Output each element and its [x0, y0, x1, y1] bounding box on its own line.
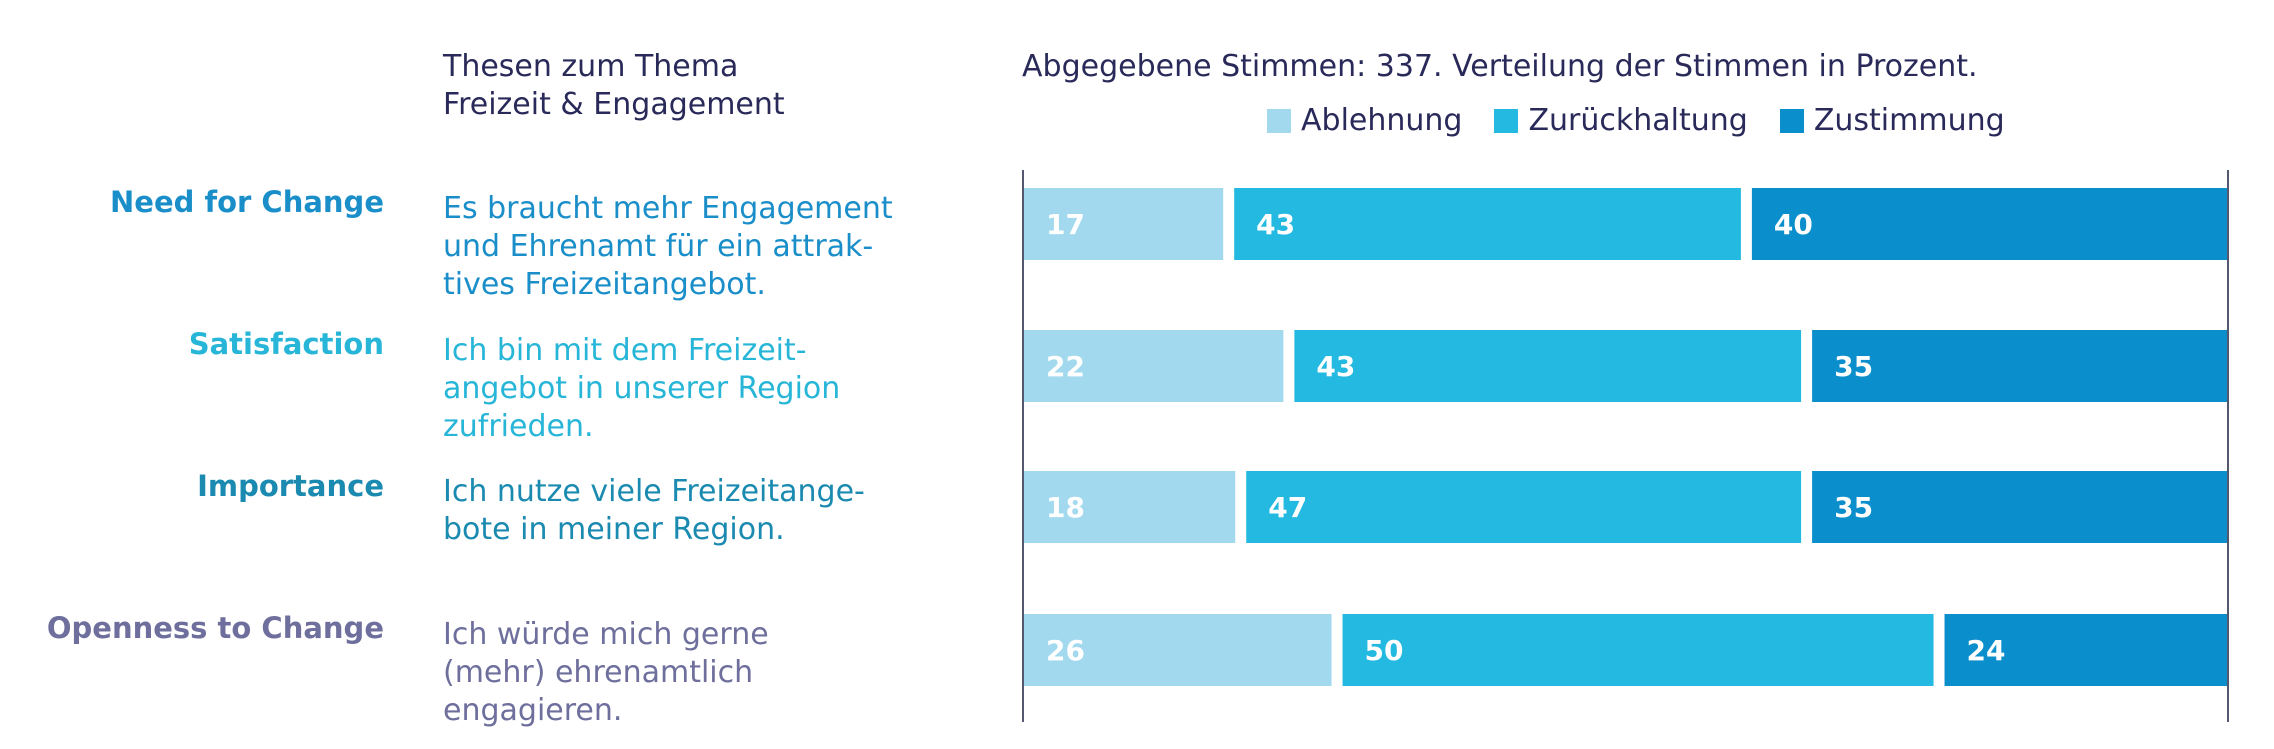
bar-value-label: 43 [1256, 208, 1295, 241]
row-text-line: Ich nutze viele Freizeitange- [443, 474, 865, 509]
bar-segment-ablehnung [1024, 471, 1236, 543]
bar-value-label: 50 [1365, 634, 1404, 667]
legend-swatch-zustimmung [1779, 108, 1804, 133]
row-text-line: und Ehrenamt für ein attrak- [443, 229, 874, 264]
chart-title: Abgegebene Stimmen: 337. Verteilung der … [1022, 49, 1978, 84]
bar-segment-zustimmung [1944, 614, 2228, 686]
bar-value-label: 47 [1268, 491, 1307, 524]
bar-segment-zurueckhaltung [1234, 188, 1741, 260]
row-text-line: Ich würde mich gerne [443, 617, 769, 652]
legend-swatch-zurueckhaltung [1494, 108, 1519, 133]
bar-value-label: 22 [1046, 350, 1085, 383]
row-text-line: tives Freizeitangebot. [443, 267, 766, 302]
bar-segment-ablehnung [1024, 330, 1284, 402]
bar-value-label: 26 [1046, 634, 1085, 667]
bar-value-label: 40 [1774, 208, 1813, 241]
row-text-need-for-change: Es braucht mehr Engagement und Ehrenamt … [443, 190, 923, 304]
row-label-openness-to-change: Openness to Change [46, 611, 384, 645]
row-text-line: zufrieden. [443, 409, 594, 444]
chart-legend: Ablehnung Zurückhaltung Zustimmung [1267, 103, 2037, 138]
legend-item-ablehnung: Ablehnung [1267, 103, 1462, 138]
bar-segment-zustimmung [1812, 471, 2228, 543]
row-label-satisfaction: Satisfaction [188, 327, 384, 361]
row-text-line: (mehr) ehrenamtlich [443, 655, 754, 690]
bars-group: 17 43 40 22 43 35 18 47 35 26 50 24 [1024, 188, 2228, 686]
theses-heading: Thesen zum Thema Freizeit & Engagement [443, 48, 785, 124]
bar-segment-zurueckhaltung [1246, 471, 1802, 543]
legend-label-zustimmung: Zustimmung [1813, 103, 2005, 138]
legend-swatch-ablehnung [1267, 108, 1291, 133]
theses-heading-line2: Freizeit & Engagement [443, 87, 785, 122]
legend-item-zustimmung: Zustimmung [1779, 103, 2005, 138]
bar-value-label: 17 [1046, 208, 1085, 241]
row-text-satisfaction: Ich bin mit dem Freizeit- angebot in uns… [443, 332, 923, 446]
row-label-need-for-change: Need for Change [110, 185, 384, 219]
legend-item-zurueckhaltung: Zurückhaltung [1494, 103, 1748, 138]
bar-segment-ablehnung [1024, 614, 1332, 686]
row-text-openness-to-change: Ich würde mich gerne (mehr) ehrenamtlich… [443, 616, 923, 730]
row-text-line: Es braucht mehr Engagement [443, 191, 893, 226]
bar-value-label: 43 [1316, 350, 1355, 383]
bar-segment-zustimmung [1751, 188, 2228, 260]
bar-value-label: 18 [1046, 491, 1085, 524]
row-text-line: Ich bin mit dem Freizeit- [443, 333, 807, 368]
bar-value-label: 24 [1967, 634, 2006, 667]
row-text-line: angebot in unserer Region [443, 371, 841, 406]
bar-segment-ablehnung [1024, 188, 1224, 260]
bar-segment-zurueckhaltung [1294, 330, 1802, 402]
legend-label-zurueckhaltung: Zurückhaltung [1528, 103, 1748, 138]
row-text-line: engagieren. [443, 693, 623, 728]
row-text-line: bote in meiner Region. [443, 512, 785, 547]
legend-label-ablehnung: Ablehnung [1301, 103, 1463, 138]
row-text-importance: Ich nutze viele Freizeitange- bote in me… [443, 473, 923, 549]
theses-heading-line1: Thesen zum Thema [443, 49, 739, 84]
bar-segment-zurueckhaltung [1342, 614, 1934, 686]
row-label-importance: Importance [197, 469, 384, 503]
bar-segment-zustimmung [1812, 330, 2228, 402]
bar-value-label: 35 [1834, 350, 1873, 383]
bar-value-label: 35 [1834, 491, 1873, 524]
